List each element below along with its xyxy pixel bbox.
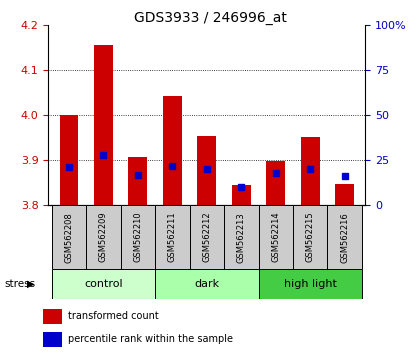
Text: GSM562212: GSM562212	[202, 212, 211, 263]
Text: GSM562213: GSM562213	[237, 212, 246, 263]
Bar	[121, 205, 155, 269]
Bar	[52, 269, 155, 299]
Bar	[60, 115, 79, 205]
Bar	[52, 205, 86, 269]
Text: GSM562210: GSM562210	[134, 212, 142, 263]
Bar	[293, 205, 328, 269]
Text: GSM562208: GSM562208	[65, 212, 73, 263]
Bar	[155, 269, 259, 299]
Bar	[197, 136, 216, 205]
Text: GSM562211: GSM562211	[168, 212, 177, 263]
Bar	[328, 205, 362, 269]
Bar	[301, 137, 320, 205]
Text: control: control	[84, 279, 123, 289]
Text: dark: dark	[194, 279, 219, 289]
Text: GSM562214: GSM562214	[271, 212, 280, 263]
Bar	[266, 161, 285, 205]
Text: GSM562215: GSM562215	[306, 212, 315, 263]
Bar	[43, 309, 62, 324]
Text: high light: high light	[284, 279, 337, 289]
Text: percentile rank within the sample: percentile rank within the sample	[68, 335, 233, 344]
Text: transformed count: transformed count	[68, 312, 159, 321]
Text: GDS3933 / 246996_at: GDS3933 / 246996_at	[134, 11, 286, 25]
Bar	[94, 45, 113, 205]
Bar	[259, 269, 362, 299]
Bar	[259, 205, 293, 269]
Bar	[163, 96, 182, 205]
Bar	[224, 205, 259, 269]
Bar	[155, 205, 189, 269]
Bar	[335, 184, 354, 205]
Bar	[129, 158, 147, 205]
Bar	[189, 205, 224, 269]
Text: GSM562209: GSM562209	[99, 212, 108, 263]
Bar	[232, 185, 251, 205]
Text: GSM562216: GSM562216	[340, 212, 349, 263]
Bar	[86, 205, 121, 269]
Text: stress: stress	[4, 279, 35, 289]
Text: ▶: ▶	[26, 279, 34, 289]
Bar	[43, 332, 62, 347]
